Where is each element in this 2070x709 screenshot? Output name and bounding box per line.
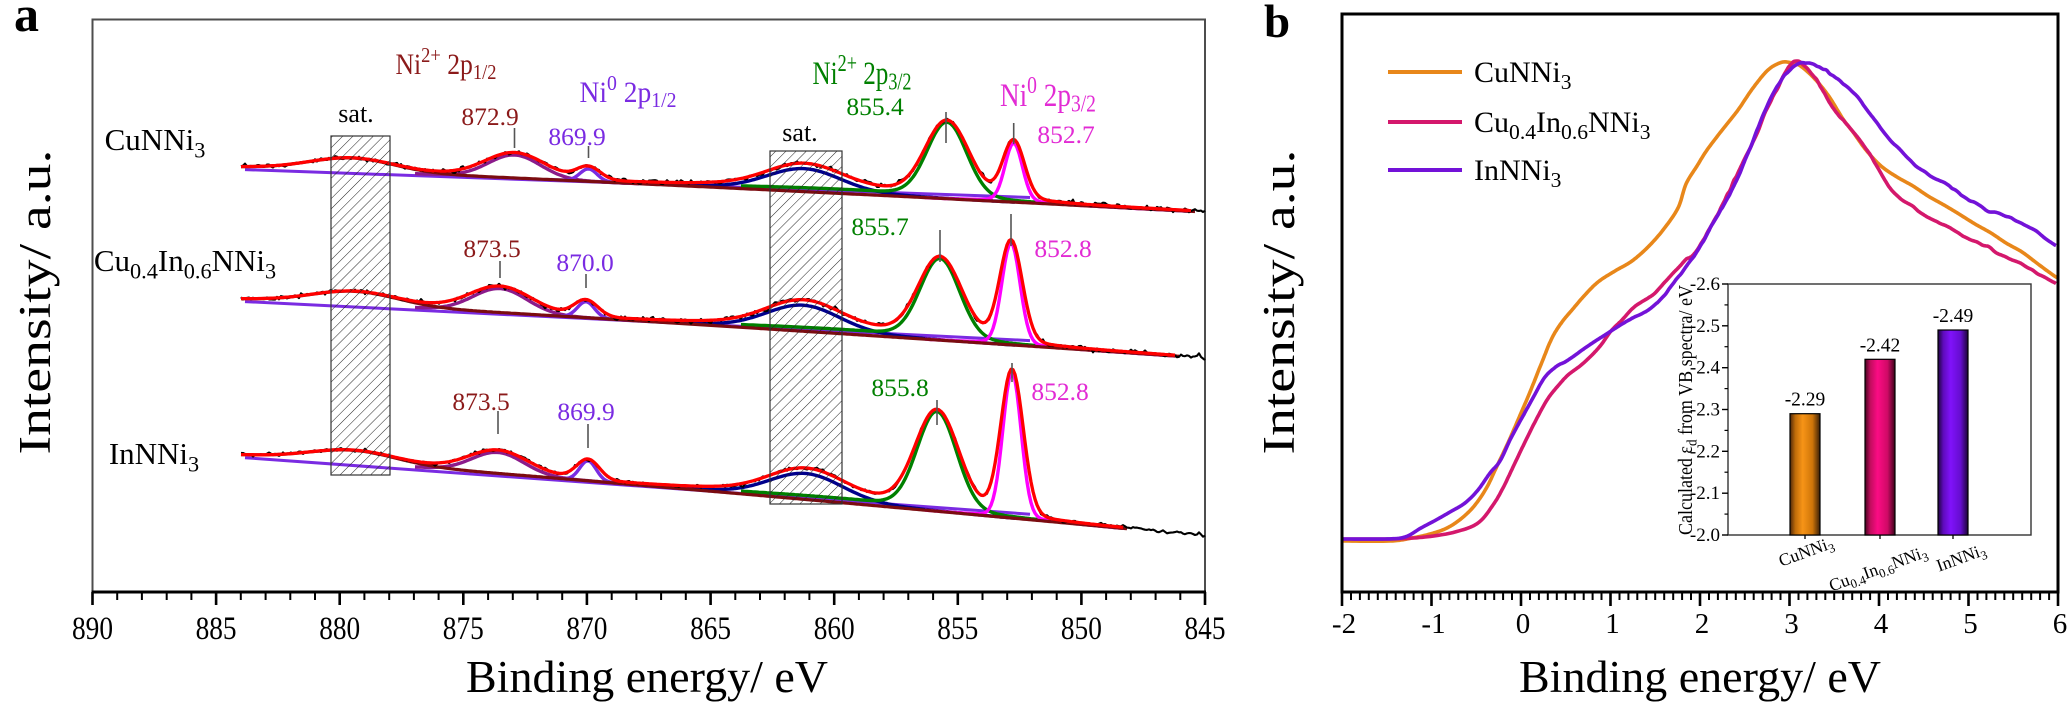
svg-text:855: 855 — [937, 611, 978, 647]
svg-text:869.9: 869.9 — [548, 122, 605, 151]
svg-text:-2.29: -2.29 — [1785, 390, 1826, 411]
svg-text:873.5: 873.5 — [452, 387, 509, 416]
svg-text:-2.3: -2.3 — [1690, 400, 1720, 421]
svg-text:Binding energy/ eV: Binding energy/ eV — [1519, 652, 1881, 702]
svg-text:3: 3 — [1784, 608, 1799, 640]
svg-text:-2.1: -2.1 — [1690, 483, 1720, 504]
svg-text:855.4: 855.4 — [846, 92, 904, 121]
svg-text:-2.49: -2.49 — [1933, 306, 1974, 327]
svg-text:Cu0.4In0.6NNi3: Cu0.4In0.6NNi3 — [1474, 106, 1650, 144]
svg-text:Ni0 2p1/2: Ni0 2p1/2 — [580, 71, 677, 112]
svg-text:-2.42: -2.42 — [1860, 335, 1901, 356]
svg-text:890: 890 — [72, 611, 113, 647]
svg-text:-2: -2 — [1332, 608, 1356, 640]
svg-text:860: 860 — [814, 611, 855, 647]
svg-text:870.0: 870.0 — [556, 248, 613, 277]
svg-text:Ni2+ 2p1/2: Ni2+ 2p1/2 — [396, 43, 497, 84]
svg-text:Cu0.4In0.6NNi3: Cu0.4In0.6NNi3 — [94, 243, 276, 283]
svg-text:875: 875 — [443, 611, 484, 647]
svg-text:852.8: 852.8 — [1034, 234, 1091, 263]
svg-text:850: 850 — [1061, 611, 1102, 647]
svg-text:Ni0 2p3/2: Ni0 2p3/2 — [1000, 73, 1096, 118]
svg-text:a: a — [14, 0, 39, 42]
svg-text:InNNi3: InNNi3 — [109, 436, 199, 476]
svg-text:0: 0 — [1516, 608, 1531, 640]
svg-text:-2.0: -2.0 — [1690, 525, 1720, 546]
svg-text:865: 865 — [690, 611, 731, 647]
svg-text:b: b — [1264, 0, 1290, 48]
svg-text:-2.2: -2.2 — [1690, 441, 1720, 462]
svg-text:Calculated εd from VB spectra/: Calculated εd from VB spectra/ eV — [1675, 285, 1701, 535]
svg-text:-2.4: -2.4 — [1690, 358, 1721, 379]
svg-text:2: 2 — [1695, 608, 1710, 640]
svg-text:InNNi3: InNNi3 — [1474, 154, 1561, 192]
svg-text:872.9: 872.9 — [461, 102, 518, 131]
svg-text:Intensity/ a.u.: Intensity/ a.u. — [10, 150, 60, 455]
svg-text:Intensity/ a.u.: Intensity/ a.u. — [1254, 150, 1304, 455]
svg-text:CuNNi3: CuNNi3 — [1474, 56, 1571, 94]
svg-text:870: 870 — [566, 611, 607, 647]
svg-text:-2.5: -2.5 — [1690, 316, 1720, 337]
svg-text:sat.: sat. — [338, 99, 373, 128]
svg-text:852.8: 852.8 — [1031, 377, 1088, 406]
svg-text:Ni2+ 2p3/2: Ni2+ 2p3/2 — [813, 51, 912, 96]
svg-text:885: 885 — [196, 611, 237, 647]
svg-text:852.7: 852.7 — [1037, 120, 1095, 149]
svg-text:869.9: 869.9 — [557, 397, 614, 426]
svg-text:4: 4 — [1874, 608, 1889, 640]
svg-text:873.5: 873.5 — [463, 234, 520, 263]
svg-text:855.7: 855.7 — [851, 212, 909, 241]
svg-text:-1: -1 — [1421, 608, 1445, 640]
svg-text:-2.6: -2.6 — [1690, 274, 1720, 295]
svg-text:CuNNi3: CuNNi3 — [105, 122, 206, 162]
svg-text:1: 1 — [1605, 608, 1620, 640]
svg-text:Binding energy/ eV: Binding energy/ eV — [466, 652, 828, 702]
svg-text:880: 880 — [319, 611, 360, 647]
svg-text:6: 6 — [2053, 608, 2068, 640]
svg-text:845: 845 — [1185, 611, 1226, 647]
svg-text:sat.: sat. — [782, 118, 817, 147]
svg-text:855.8: 855.8 — [871, 373, 928, 402]
svg-text:5: 5 — [1963, 608, 1978, 640]
